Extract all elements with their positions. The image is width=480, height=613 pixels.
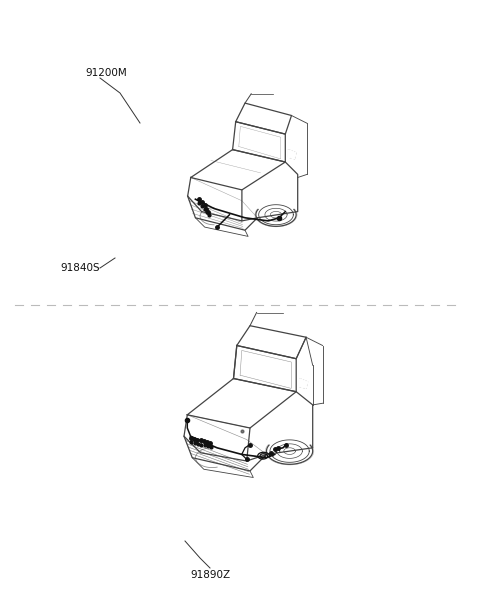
Polygon shape [288,150,296,159]
Polygon shape [300,378,308,389]
Text: 91200M: 91200M [85,68,127,78]
Text: 91840S: 91840S [60,263,100,273]
Text: 91890Z: 91890Z [190,570,230,580]
